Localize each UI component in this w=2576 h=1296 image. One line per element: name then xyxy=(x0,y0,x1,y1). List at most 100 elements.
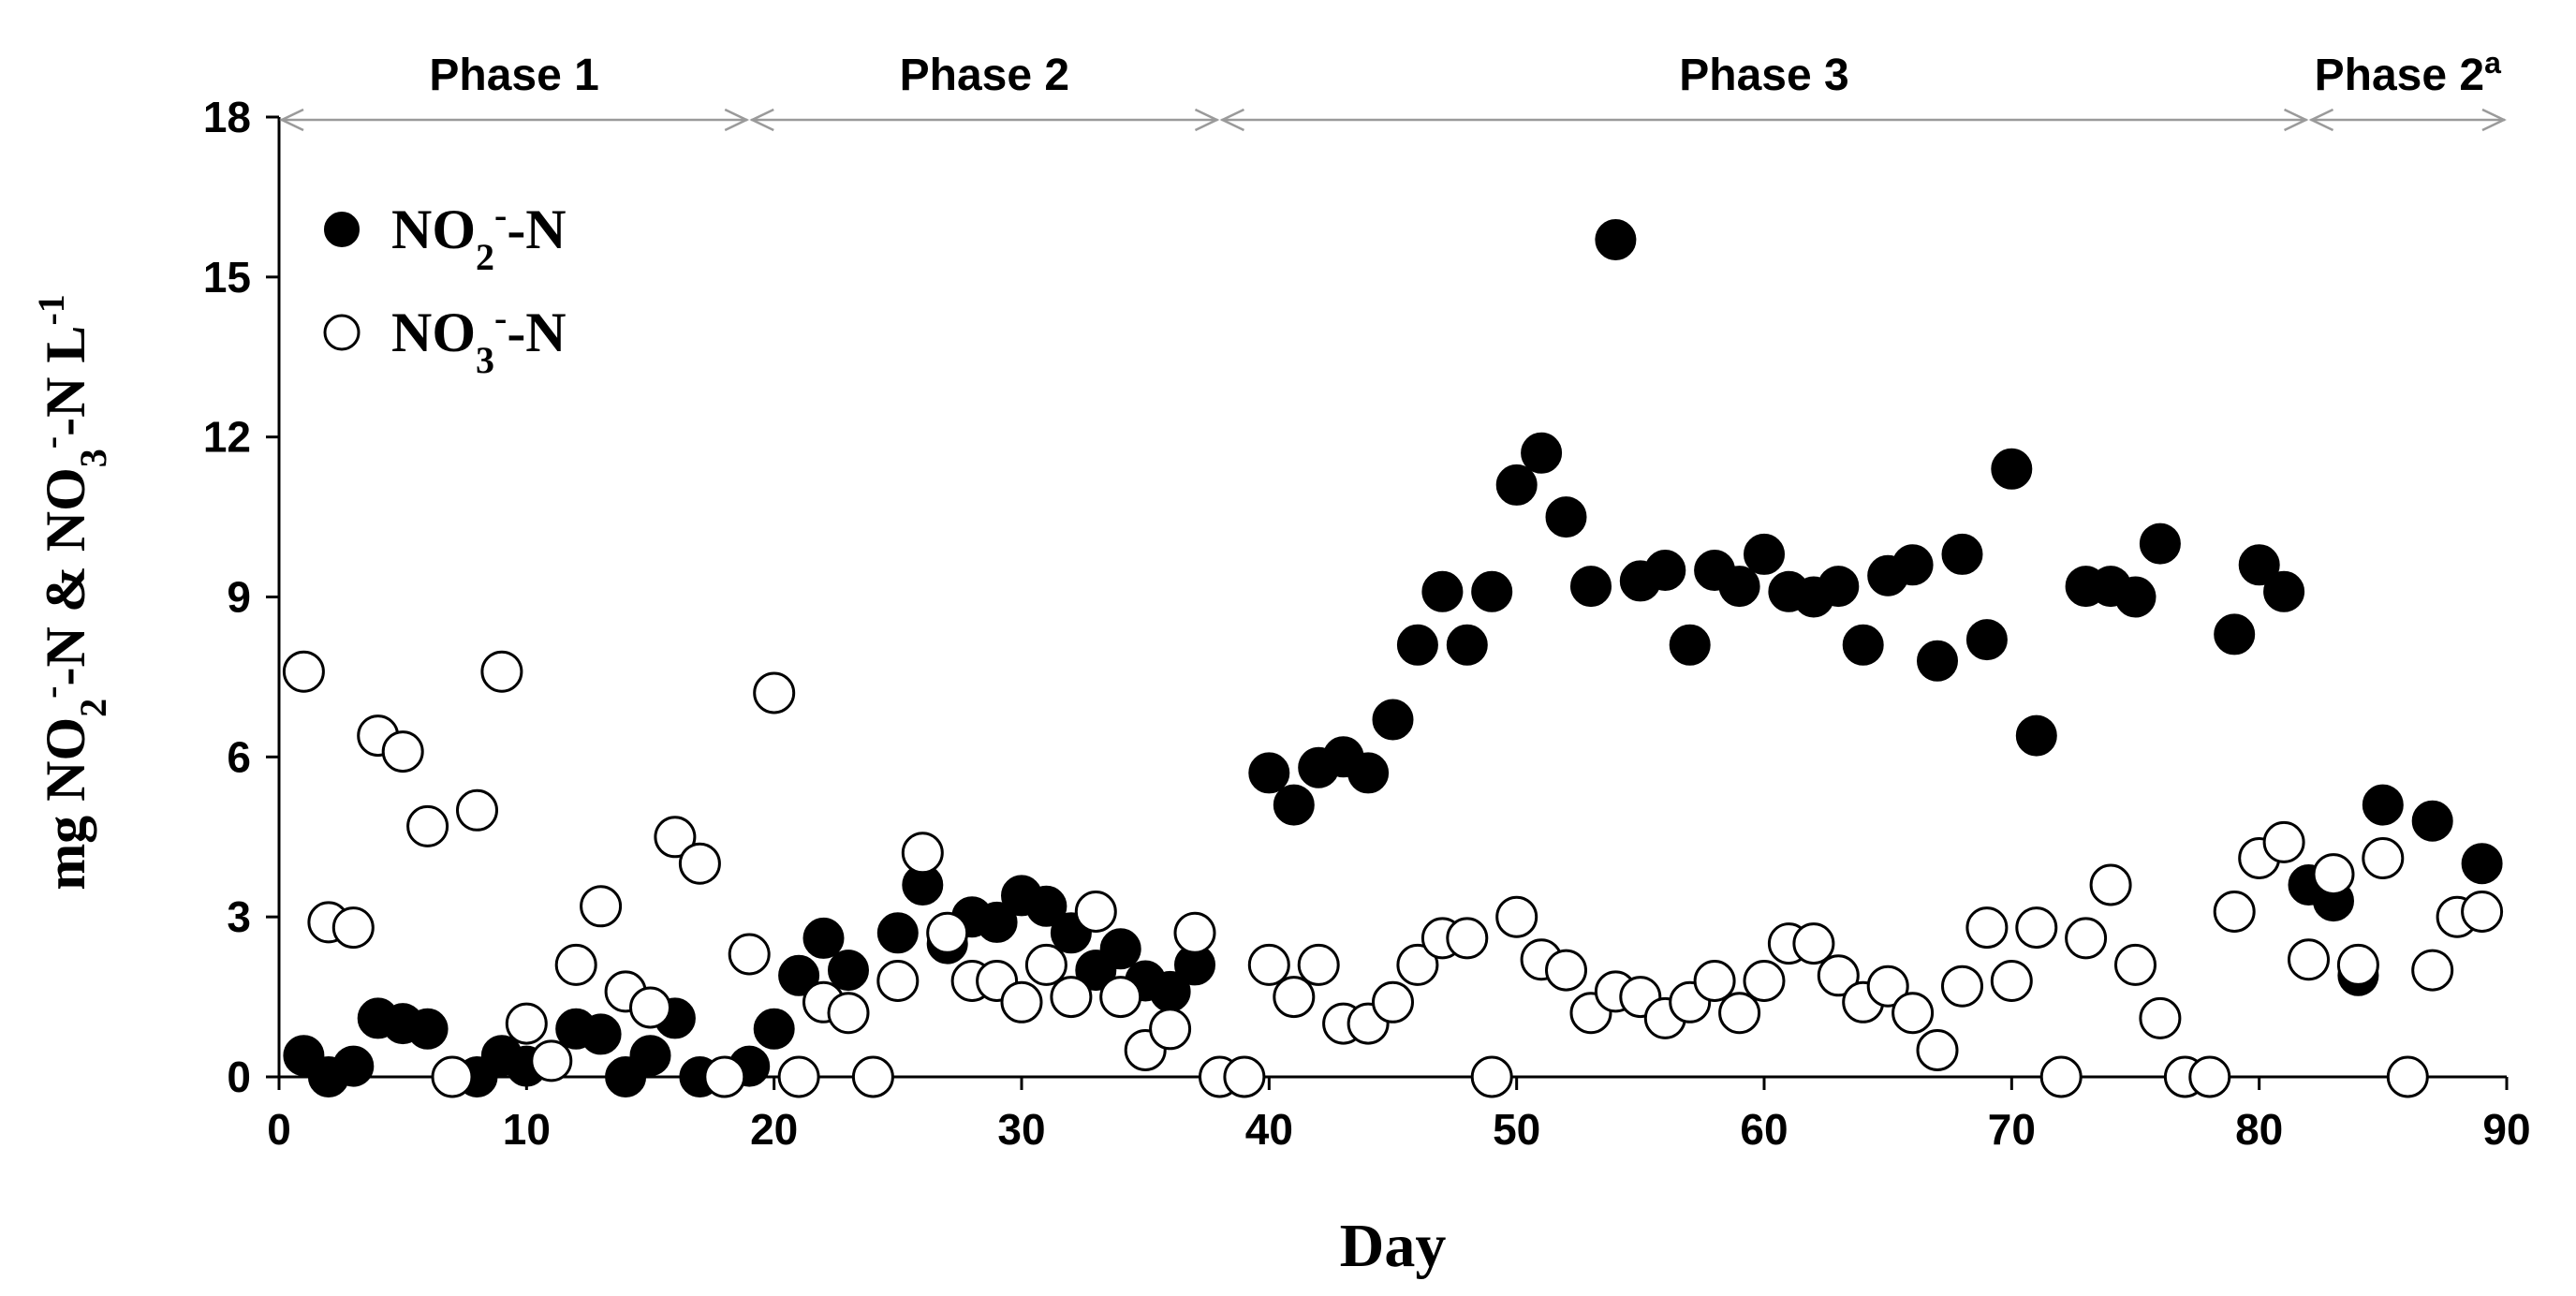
no2-data-point xyxy=(1471,570,1513,612)
y-title-superscript: - xyxy=(30,436,72,449)
no2-data-point xyxy=(1892,544,1934,586)
no3-data-point xyxy=(1916,1029,1959,1071)
no3-data-point xyxy=(1074,891,1117,933)
no2-data-point xyxy=(1545,496,1587,538)
no2-data-point xyxy=(1991,448,2033,490)
data-points xyxy=(282,219,2504,1098)
no3-data-point xyxy=(1273,976,1316,1019)
no2-data-point xyxy=(1099,928,1141,970)
no3-data-point xyxy=(1297,943,1340,986)
no3-data-point xyxy=(554,943,597,986)
no3-data-point xyxy=(456,788,498,832)
no2-data-point xyxy=(629,1035,671,1077)
legend-no3-marker xyxy=(323,314,361,351)
no2-data-point xyxy=(778,954,820,996)
phase-arrow-head-right xyxy=(2481,108,2507,132)
no3-data-point xyxy=(406,804,449,847)
y-tick-label: 12 xyxy=(203,413,251,462)
no2-data-point xyxy=(1842,624,1884,666)
no3-data-point xyxy=(2213,891,2256,933)
x-tick-label: 30 xyxy=(997,1105,1045,1154)
no2-data-point xyxy=(976,901,1018,943)
no3-data-point xyxy=(1941,965,1983,1008)
phase-annotations: Phase 1 Phase 2 Phase 3 Phase 2a xyxy=(279,46,2507,132)
no3-data-point xyxy=(1149,1008,1192,1051)
legend-no3-label: NO3--N xyxy=(391,297,567,381)
no3-data-point xyxy=(1372,980,1414,1024)
no2-data-point xyxy=(828,950,869,992)
phase-label-text: Phase 3 xyxy=(1679,51,1848,100)
phase-label-text: Phase 2 xyxy=(900,51,1069,100)
no3-data-point xyxy=(1223,1055,1266,1098)
no2-data-point xyxy=(1644,550,1686,591)
phase-arrow-head-right xyxy=(1194,108,1220,132)
no3-data-point xyxy=(2114,943,2156,986)
x-tick-label: 20 xyxy=(750,1105,798,1154)
legend-text-part: -N xyxy=(507,302,566,363)
y-tick-label: 9 xyxy=(227,573,251,622)
no3-data-point xyxy=(1000,980,1043,1024)
no3-data-point xyxy=(2312,853,2355,896)
phase-label-text: Phase 2 xyxy=(2315,51,2484,100)
x-tick-label: 0 xyxy=(267,1105,291,1154)
no3-data-point xyxy=(2039,1055,2083,1098)
no2-data-point xyxy=(802,917,845,959)
no2-data-point xyxy=(2238,544,2280,586)
y-title-part: -N & NO xyxy=(35,467,96,685)
no3-data-point xyxy=(1817,954,1860,997)
no3-data-point xyxy=(2411,949,2454,992)
no2-data-point xyxy=(1521,432,1563,474)
no2-data-point xyxy=(2411,800,2453,842)
no3-data-point xyxy=(1892,992,1935,1035)
no3-data-point xyxy=(1965,906,2009,950)
no3-data-point xyxy=(2139,996,2182,1039)
legend-superscript: - xyxy=(494,194,507,236)
no2-data-point xyxy=(2015,714,2057,757)
y-axis-title: mg NO2--N & NO3--N L-1 xyxy=(30,294,114,891)
no3-data-point xyxy=(1173,911,1216,954)
x-tick-label: 10 xyxy=(503,1105,551,1154)
no3-data-point xyxy=(1446,917,1489,960)
no2-data-point xyxy=(1273,784,1315,826)
no3-data-point xyxy=(827,992,870,1035)
no3-data-point xyxy=(2065,917,2108,960)
no2-data-point xyxy=(2114,576,2156,618)
no2-data-point xyxy=(1965,619,2008,661)
no3-data-point xyxy=(381,730,424,773)
phase-arrow-head-left xyxy=(1219,108,1245,132)
phase-arrow-head-left xyxy=(749,108,774,132)
no3-data-point xyxy=(1743,960,1786,1002)
no3-data-point xyxy=(2262,820,2305,863)
y-tick-label: 18 xyxy=(203,93,251,141)
x-axis-title: Day xyxy=(1340,1212,1447,1280)
phase-arrow-head-right xyxy=(2283,108,2309,132)
phase-label: Phase 1 xyxy=(429,51,598,100)
no3-data-point xyxy=(753,671,796,714)
no3-data-point xyxy=(282,650,325,693)
no3-data-point xyxy=(1247,943,1290,986)
no3-data-point xyxy=(2288,938,2330,981)
y-tick-label: 15 xyxy=(203,253,251,302)
no2-data-point xyxy=(1248,752,1290,794)
no2-data-point xyxy=(2214,613,2256,655)
x-tick-label: 60 xyxy=(1740,1105,1788,1154)
no3-data-point xyxy=(1990,960,2033,1002)
phase-label: Phase 2 xyxy=(900,51,1069,100)
no3-data-point xyxy=(2336,943,2379,986)
no3-data-point xyxy=(2015,906,2058,950)
no3-data-point xyxy=(580,885,623,928)
no2-data-point xyxy=(1495,464,1538,506)
y-tick-label: 6 xyxy=(227,732,251,781)
no3-data-point xyxy=(926,911,969,954)
no3-data-point xyxy=(1050,976,1093,1019)
phase-arrow-head-right xyxy=(724,108,750,132)
y-tick-label: 3 xyxy=(227,892,251,941)
no2-data-point xyxy=(1347,752,1390,794)
no3-data-point xyxy=(703,1055,746,1098)
no2-data-point xyxy=(580,1013,622,1055)
phase-label-superscript: a xyxy=(2484,46,2501,80)
no2-data-point xyxy=(1669,624,1711,666)
